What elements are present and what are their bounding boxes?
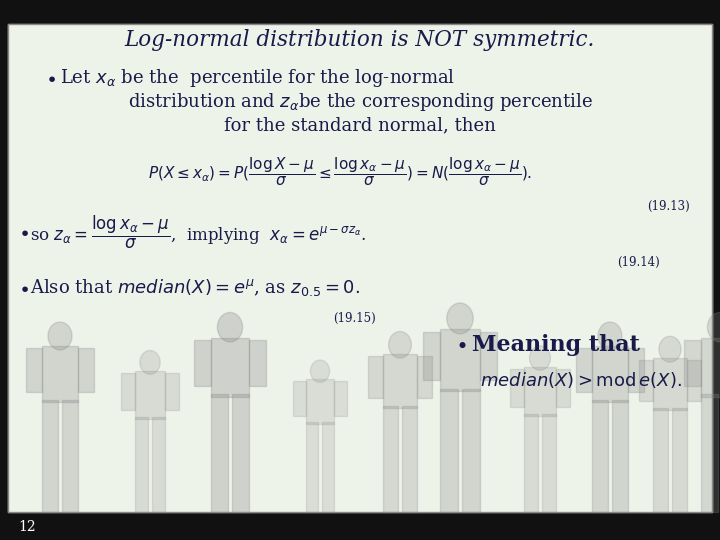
Ellipse shape — [447, 303, 473, 334]
Bar — [592, 400, 608, 512]
Bar — [194, 340, 211, 386]
Bar — [42, 346, 78, 402]
Ellipse shape — [48, 322, 72, 350]
Bar — [211, 394, 228, 512]
Bar — [135, 417, 148, 512]
Bar — [417, 356, 432, 398]
Ellipse shape — [598, 322, 622, 350]
Bar — [510, 368, 524, 407]
Text: distribution and $z_{\alpha}$be the corresponding percentile: distribution and $z_{\alpha}$be the corr… — [127, 91, 593, 113]
Bar — [383, 406, 398, 512]
Text: (19.13): (19.13) — [647, 199, 690, 213]
Ellipse shape — [217, 313, 243, 342]
Bar — [556, 368, 570, 407]
Bar — [121, 373, 135, 410]
Bar — [576, 348, 592, 392]
Bar — [701, 394, 718, 512]
Bar — [612, 400, 628, 512]
Ellipse shape — [707, 313, 720, 342]
Ellipse shape — [310, 360, 330, 382]
Bar — [653, 359, 687, 410]
Text: for the standard normal, then: for the standard normal, then — [224, 116, 496, 134]
Text: $\bullet$: $\bullet$ — [455, 335, 467, 354]
Bar — [541, 414, 556, 512]
Bar — [42, 400, 58, 512]
Bar — [480, 332, 498, 380]
Bar — [62, 400, 78, 512]
Ellipse shape — [659, 336, 681, 362]
Text: $\bullet$: $\bullet$ — [45, 69, 56, 87]
Ellipse shape — [529, 346, 551, 370]
Bar — [305, 422, 318, 512]
Bar — [0, 0, 720, 22]
Bar — [524, 414, 539, 512]
Text: $\bullet$: $\bullet$ — [18, 223, 29, 241]
Bar — [383, 354, 417, 408]
Text: Meaning that: Meaning that — [472, 334, 640, 356]
Bar — [701, 338, 720, 396]
Bar — [440, 389, 458, 512]
Text: Let $x_{\alpha}$ be the  percentile for the log-normal: Let $x_{\alpha}$ be the percentile for t… — [60, 67, 455, 89]
Ellipse shape — [140, 350, 160, 374]
Bar — [440, 329, 480, 391]
Text: $P(X \leq x_{\alpha}) = P(\dfrac{\log X - \mu}{\sigma} \leq \dfrac{\log x_{\alph: $P(X \leq x_{\alpha}) = P(\dfrac{\log X … — [148, 156, 532, 188]
Ellipse shape — [389, 332, 411, 358]
Text: Also that $\mathit{median}(X) = e^{\mu}$, as $z_{0.5} = 0.$: Also that $\mathit{median}(X) = e^{\mu}$… — [30, 278, 360, 299]
Bar — [592, 346, 628, 402]
Text: $\mathit{median}(X) > \mathrm{mod}\, e(X).$: $\mathit{median}(X) > \mathrm{mod}\, e(X… — [480, 370, 682, 390]
Bar — [166, 373, 179, 410]
Bar — [628, 348, 644, 392]
Bar — [293, 381, 305, 416]
Bar — [232, 394, 249, 512]
Text: (19.15): (19.15) — [333, 312, 377, 325]
Text: 12: 12 — [18, 520, 35, 534]
Bar — [0, 514, 720, 540]
Bar — [334, 381, 347, 416]
Bar — [26, 348, 42, 392]
Bar — [684, 340, 701, 386]
Bar — [524, 367, 556, 416]
Bar — [152, 417, 166, 512]
Bar — [305, 379, 334, 424]
Bar — [211, 338, 249, 396]
Bar — [249, 340, 266, 386]
Bar — [653, 408, 668, 512]
Bar — [687, 360, 701, 401]
Bar — [462, 389, 480, 512]
Text: so $z_{\alpha} = \dfrac{\log x_{\alpha} - \mu}{\sigma}$,  implying  $x_{\alpha} : so $z_{\alpha} = \dfrac{\log x_{\alpha} … — [30, 213, 366, 251]
Bar — [639, 360, 653, 401]
Bar — [368, 356, 383, 398]
Text: (19.14): (19.14) — [617, 255, 660, 268]
Bar — [78, 348, 94, 392]
Bar — [402, 406, 417, 512]
Text: Log-normal distribution is NOT symmetric.: Log-normal distribution is NOT symmetric… — [125, 29, 595, 51]
Bar — [322, 422, 334, 512]
Bar — [672, 408, 687, 512]
Text: $\bullet$: $\bullet$ — [18, 279, 29, 297]
Bar — [423, 332, 440, 380]
Bar — [135, 371, 166, 418]
